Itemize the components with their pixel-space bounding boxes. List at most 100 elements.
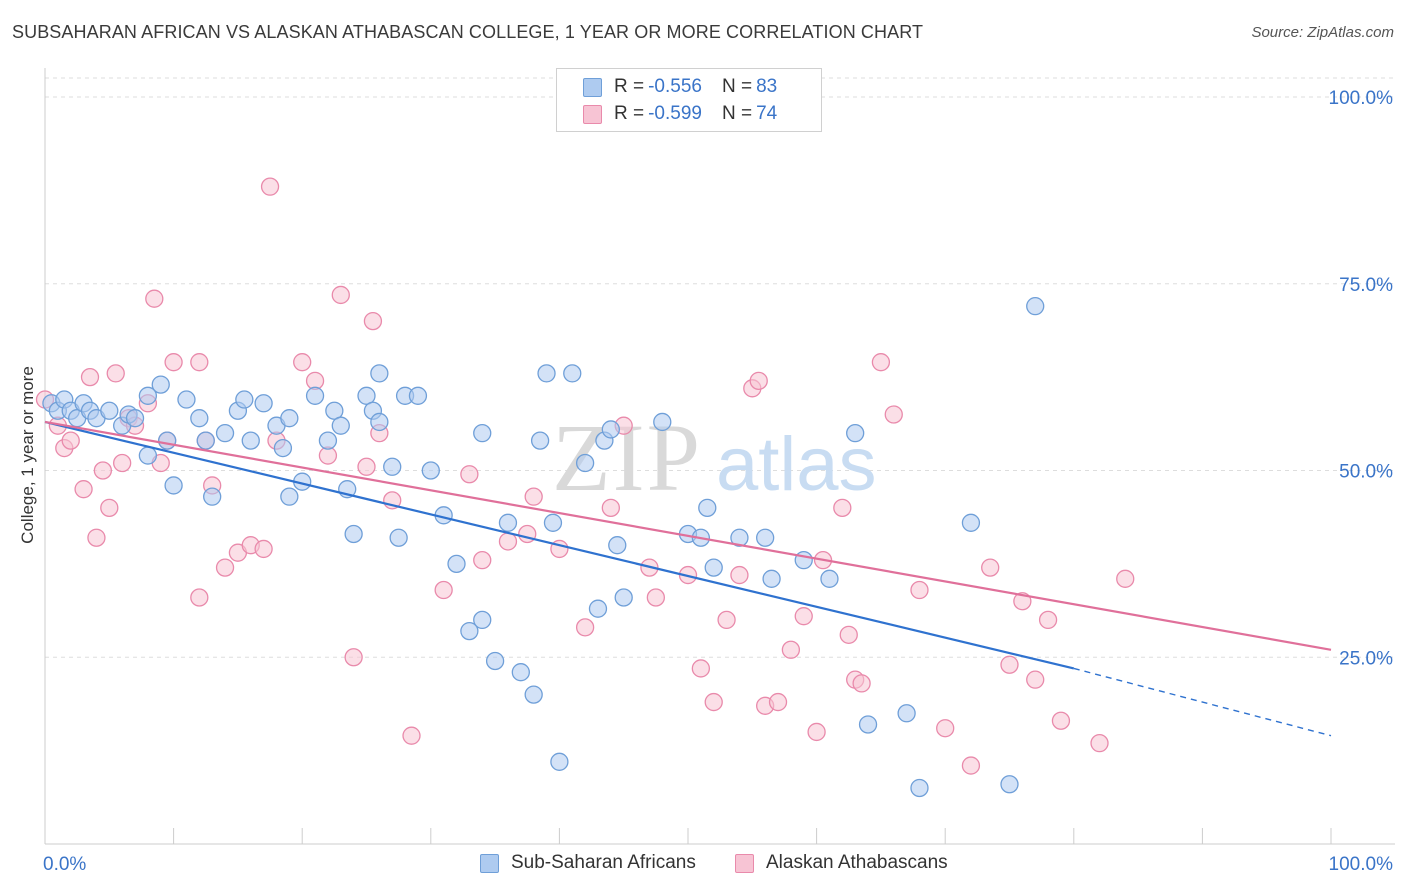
point-alaskan-athabascans bbox=[601, 498, 620, 518]
point-sub-saharan-africans bbox=[389, 528, 408, 547]
legend-n-value: 74 bbox=[756, 103, 778, 124]
point-alaskan-athabascans bbox=[145, 289, 164, 308]
point-alaskan-athabascans bbox=[704, 692, 723, 712]
point-alaskan-athabascans bbox=[871, 353, 891, 372]
bottom-legend-pink: Alaskan Athabascans bbox=[735, 851, 948, 875]
x-tick-label: 100.0% bbox=[1329, 854, 1394, 875]
point-alaskan-athabascans bbox=[254, 539, 273, 559]
point-sub-saharan-africans bbox=[794, 550, 813, 570]
point-alaskan-athabascans bbox=[524, 487, 543, 506]
point-sub-saharan-africans bbox=[588, 599, 608, 618]
point-sub-saharan-africans bbox=[820, 569, 839, 588]
point-alaskan-athabascans bbox=[1038, 610, 1058, 630]
x-tick-label: 0.0% bbox=[43, 854, 86, 875]
trend-line-sub-saharan-africans bbox=[44, 420, 1075, 670]
point-sub-saharan-africans bbox=[196, 431, 215, 450]
point-sub-saharan-africans bbox=[215, 423, 235, 443]
legend-r-label: R = bbox=[614, 76, 645, 97]
point-sub-saharan-africans bbox=[344, 524, 363, 544]
point-alaskan-athabascans bbox=[260, 177, 280, 196]
point-alaskan-athabascans bbox=[357, 457, 376, 476]
point-sub-saharan-africans bbox=[421, 461, 440, 480]
point-sub-saharan-africans bbox=[537, 364, 556, 383]
point-sub-saharan-africans bbox=[331, 416, 350, 435]
point-sub-saharan-africans bbox=[138, 446, 158, 465]
point-alaskan-athabascans bbox=[807, 722, 826, 742]
point-sub-saharan-africans bbox=[897, 704, 916, 723]
point-alaskan-athabascans bbox=[839, 625, 858, 644]
y-tick-label: 50.0% bbox=[1339, 462, 1393, 483]
trend-lines bbox=[44, 420, 1332, 737]
point-alaskan-athabascans bbox=[1090, 734, 1109, 753]
point-alaskan-athabascans bbox=[100, 498, 119, 518]
legend-n-label: N = bbox=[721, 103, 753, 124]
point-alaskan-athabascans bbox=[190, 588, 209, 607]
point-sub-saharan-africans bbox=[164, 476, 183, 495]
legend-swatch-pink bbox=[583, 104, 602, 124]
point-sub-saharan-africans bbox=[370, 364, 389, 383]
point-sub-saharan-africans bbox=[190, 409, 209, 428]
point-sub-saharan-africans bbox=[756, 528, 775, 547]
point-sub-saharan-africans bbox=[601, 420, 620, 439]
point-alaskan-athabascans bbox=[961, 756, 981, 775]
point-alaskan-athabascans bbox=[473, 550, 492, 570]
bottom-legend-label-blue: Sub-Saharan Africans bbox=[511, 852, 696, 873]
point-alaskan-athabascans bbox=[344, 648, 363, 667]
point-sub-saharan-africans bbox=[138, 386, 158, 405]
point-alaskan-athabascans bbox=[460, 465, 479, 484]
point-alaskan-athabascans bbox=[1000, 655, 1019, 674]
point-sub-saharan-africans bbox=[460, 621, 479, 641]
point-sub-saharan-africans bbox=[575, 453, 595, 473]
point-sub-saharan-africans bbox=[608, 536, 627, 555]
point-alaskan-athabascans bbox=[833, 498, 852, 518]
point-sub-saharan-africans bbox=[158, 431, 177, 450]
point-sub-saharan-africans bbox=[524, 685, 543, 704]
point-alaskan-athabascans bbox=[749, 371, 768, 391]
point-sub-saharan-africans bbox=[550, 752, 569, 771]
point-alaskan-athabascans bbox=[331, 285, 350, 305]
point-alaskan-athabascans bbox=[113, 453, 132, 473]
point-alaskan-athabascans bbox=[402, 726, 421, 745]
legend-row-pink: R = -0.599 N = 74 bbox=[583, 102, 777, 126]
point-sub-saharan-africans bbox=[1000, 775, 1019, 794]
y-tick-label: 100.0% bbox=[1329, 88, 1394, 109]
point-alaskan-athabascans bbox=[794, 607, 813, 626]
bottom-legend-blue: Sub-Saharan Africans bbox=[480, 851, 696, 875]
point-sub-saharan-africans bbox=[473, 423, 492, 443]
point-alaskan-athabascans bbox=[884, 405, 903, 424]
point-sub-saharan-africans bbox=[370, 412, 389, 432]
tick-labels: 25.0% 50.0% 75.0% 100.0% 0.0% 100.0% bbox=[43, 88, 1393, 875]
legend-r-value: -0.556 bbox=[648, 76, 702, 97]
point-alaskan-athabascans bbox=[87, 528, 106, 547]
point-alaskan-athabascans bbox=[215, 558, 235, 577]
point-sub-saharan-africans bbox=[151, 375, 170, 394]
point-alaskan-athabascans bbox=[164, 353, 183, 372]
point-sub-saharan-africans bbox=[563, 364, 582, 383]
point-alaskan-athabascans bbox=[74, 480, 93, 499]
point-sub-saharan-africans bbox=[318, 431, 338, 450]
point-sub-saharan-africans bbox=[241, 431, 260, 450]
point-alaskan-athabascans bbox=[981, 558, 1000, 577]
point-alaskan-athabascans bbox=[1051, 711, 1071, 730]
point-sub-saharan-africans bbox=[305, 386, 325, 405]
point-sub-saharan-africans bbox=[543, 513, 563, 532]
point-sub-saharan-africans bbox=[910, 778, 929, 798]
point-alaskan-athabascans bbox=[691, 659, 711, 678]
trend-line-alaskan-athabascans bbox=[44, 420, 1332, 651]
correlation-legend: R = -0.556 N = 83 R = -0.599 N = 74 bbox=[556, 68, 822, 132]
point-sub-saharan-africans bbox=[280, 487, 299, 506]
point-alaskan-athabascans bbox=[852, 674, 871, 693]
point-alaskan-athabascans bbox=[106, 364, 125, 383]
y-tick-label: 25.0% bbox=[1339, 648, 1393, 669]
legend-row-blue: R = -0.556 N = 83 bbox=[583, 75, 777, 99]
point-sub-saharan-africans bbox=[273, 438, 293, 458]
point-sub-saharan-africans bbox=[473, 610, 492, 630]
point-alaskan-athabascans bbox=[781, 640, 801, 659]
point-sub-saharan-africans bbox=[614, 588, 633, 607]
point-sub-saharan-africans bbox=[846, 423, 865, 443]
point-sub-saharan-africans bbox=[498, 513, 518, 532]
point-sub-saharan-africans bbox=[762, 569, 781, 588]
y-tick-label: 75.0% bbox=[1339, 275, 1393, 296]
trend-line-sub-saharan-africans-extension bbox=[1073, 667, 1332, 737]
